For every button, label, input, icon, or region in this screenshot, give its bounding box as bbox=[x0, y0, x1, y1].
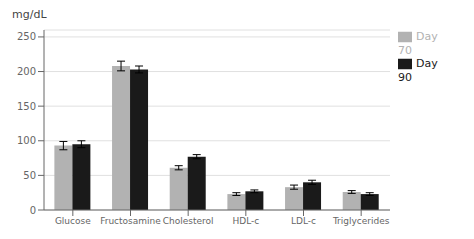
svg-text:Fructosamine: Fructosamine bbox=[100, 216, 161, 226]
svg-text:0: 0 bbox=[30, 205, 36, 216]
html-text:Day 70: Day 70 bbox=[398, 30, 438, 57]
html-text:mg/dL: mg/dL bbox=[12, 8, 47, 21]
svg-text:50: 50 bbox=[23, 170, 36, 181]
svg-text:LDL-c: LDL-c bbox=[291, 216, 316, 226]
svg-text:250: 250 bbox=[17, 31, 36, 42]
svg-text:200: 200 bbox=[17, 66, 36, 77]
svg-text:100: 100 bbox=[17, 135, 36, 146]
svg-text:Glucose: Glucose bbox=[55, 216, 91, 226]
svg-text:Triglycerides: Triglycerides bbox=[332, 216, 390, 226]
html-text:Day 90: Day 90 bbox=[398, 57, 438, 84]
svg-text:150: 150 bbox=[17, 101, 36, 112]
svg-text:Cholesterol: Cholesterol bbox=[163, 216, 214, 226]
svg-text:HDL-c: HDL-c bbox=[232, 216, 259, 226]
